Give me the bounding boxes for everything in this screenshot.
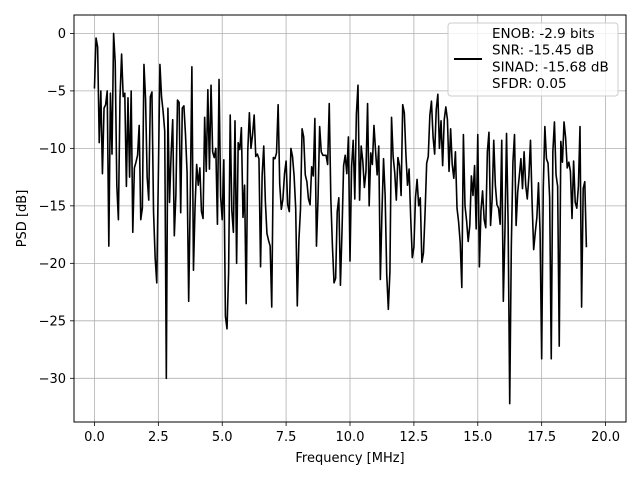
legend-box: [447, 22, 619, 97]
y-axis-label: PSD [dB]: [15, 190, 30, 248]
y-tick-label: −25: [39, 314, 66, 329]
y-tick-label: −20: [39, 257, 66, 272]
y-tick-label: −30: [39, 372, 66, 387]
legend-sfdr: SFDR: 0.05: [492, 76, 567, 92]
x-tick-label: 20.0: [591, 430, 620, 445]
x-tick-label: 17.5: [527, 430, 556, 445]
y-tick-label: −5: [47, 84, 66, 99]
x-axis-label: Frequency [MHz]: [295, 451, 404, 466]
x-tick-label: 2.5: [148, 430, 169, 445]
y-tick-label: −10: [39, 142, 66, 157]
psd-series-line: [93, 32, 588, 405]
y-tick-label: 0: [58, 27, 66, 42]
x-tick-label: 15.0: [463, 430, 492, 445]
x-tick-label: 10.0: [336, 430, 365, 445]
x-tick-label: 7.5: [276, 430, 297, 445]
x-tick-label: 0.0: [84, 430, 105, 445]
x-tick-label: 12.5: [399, 430, 428, 445]
legend: ENOB: -2.9 bits SNR: -15.45 dB SINAD: -1…: [447, 22, 619, 97]
y-tick-label: −15: [39, 199, 66, 214]
legend-sinad: SINAD: -15.68 dB: [492, 59, 609, 75]
plot-area: [93, 32, 588, 405]
legend-snr: SNR: -15.45 dB: [492, 43, 594, 59]
legend-enob: ENOB: -2.9 bits: [492, 26, 595, 42]
ticks: 0.0 2.5 5.0 7.5 10.0 12.5 15.0 17.5 20.0 0 −5 −10 −1…: [39, 27, 620, 445]
x-tick-label: 5.0: [212, 430, 233, 445]
